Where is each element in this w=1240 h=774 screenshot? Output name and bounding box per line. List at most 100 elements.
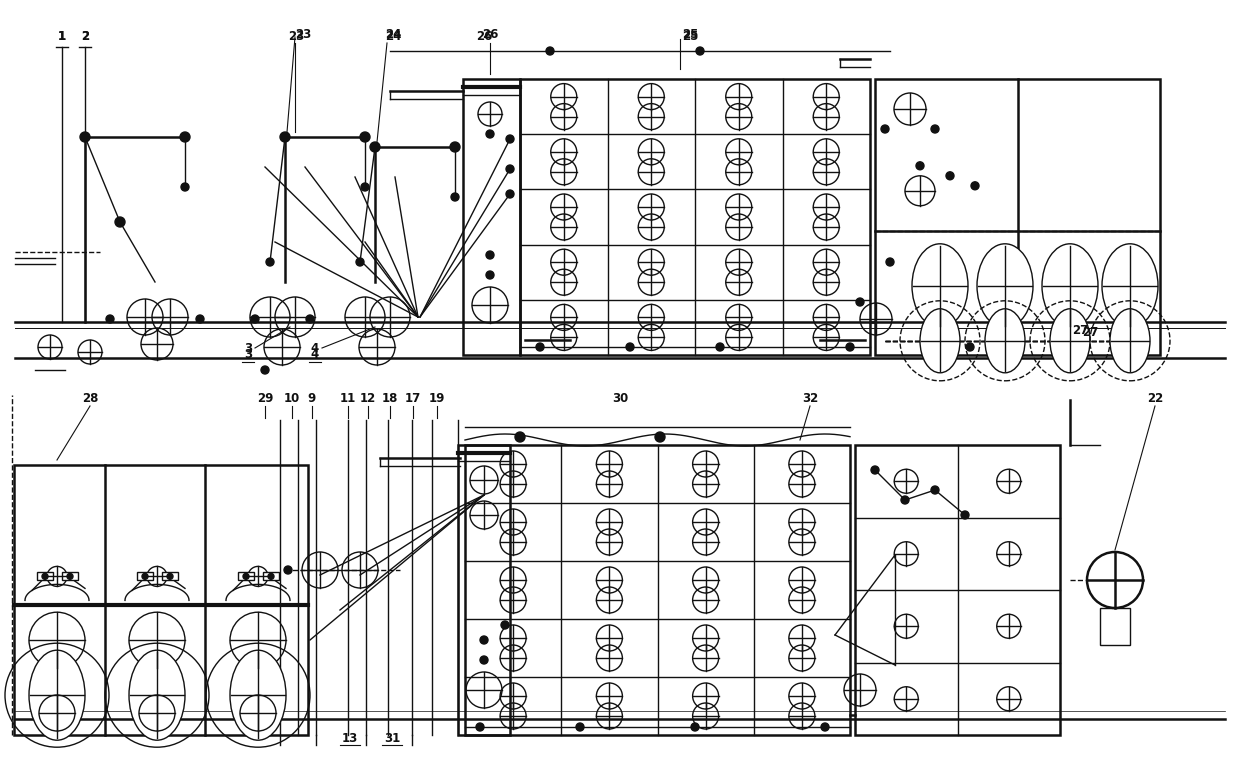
- Ellipse shape: [1050, 309, 1090, 373]
- Circle shape: [143, 574, 148, 580]
- Bar: [520, 79, 870, 355]
- Bar: [463, 79, 520, 355]
- Circle shape: [280, 132, 290, 142]
- Circle shape: [167, 574, 174, 580]
- Ellipse shape: [920, 309, 960, 373]
- Circle shape: [181, 183, 188, 191]
- Text: 9: 9: [308, 392, 316, 405]
- Bar: [136, 573, 153, 580]
- Text: 3: 3: [244, 348, 252, 361]
- Circle shape: [250, 315, 259, 323]
- Text: 19: 19: [429, 392, 445, 405]
- Circle shape: [655, 432, 665, 442]
- Circle shape: [370, 142, 379, 152]
- Circle shape: [451, 193, 459, 201]
- Text: 2: 2: [81, 30, 89, 43]
- Bar: [856, 445, 1060, 735]
- Circle shape: [501, 621, 508, 629]
- Ellipse shape: [1042, 244, 1097, 328]
- Circle shape: [284, 566, 291, 574]
- Circle shape: [931, 125, 939, 133]
- Text: 23: 23: [295, 29, 311, 42]
- Circle shape: [306, 315, 314, 323]
- Text: 26: 26: [476, 29, 492, 43]
- Bar: [1100, 608, 1130, 645]
- Bar: [458, 445, 510, 735]
- Circle shape: [476, 723, 484, 731]
- Bar: [14, 465, 308, 735]
- Text: 10: 10: [284, 392, 300, 405]
- Circle shape: [480, 636, 489, 644]
- Text: 25: 25: [682, 29, 698, 43]
- Circle shape: [856, 298, 864, 306]
- Circle shape: [180, 132, 190, 142]
- Circle shape: [696, 47, 704, 55]
- Circle shape: [360, 132, 370, 142]
- Circle shape: [577, 723, 584, 731]
- Text: 22: 22: [1147, 392, 1163, 405]
- Text: 32: 32: [802, 392, 818, 405]
- Text: 13: 13: [342, 731, 358, 745]
- Circle shape: [626, 343, 634, 351]
- Text: 4: 4: [311, 348, 319, 361]
- Text: 3: 3: [244, 341, 252, 354]
- Text: 1: 1: [58, 30, 66, 43]
- Text: 26: 26: [482, 29, 498, 42]
- Text: 27: 27: [1081, 326, 1099, 338]
- Circle shape: [356, 258, 365, 266]
- Circle shape: [260, 366, 269, 374]
- Bar: [62, 573, 78, 580]
- Circle shape: [821, 723, 830, 731]
- Circle shape: [901, 496, 909, 504]
- Circle shape: [506, 165, 515, 173]
- Circle shape: [880, 125, 889, 133]
- Circle shape: [486, 130, 494, 138]
- Text: 25: 25: [682, 29, 698, 42]
- Circle shape: [196, 315, 205, 323]
- Text: 4: 4: [311, 341, 319, 354]
- Text: 28: 28: [82, 392, 98, 405]
- Circle shape: [931, 486, 939, 494]
- Bar: [238, 573, 254, 580]
- Ellipse shape: [29, 650, 86, 740]
- Text: 18: 18: [382, 392, 398, 405]
- Text: 11: 11: [340, 392, 356, 405]
- Bar: [162, 573, 179, 580]
- Ellipse shape: [985, 309, 1025, 373]
- Circle shape: [961, 511, 968, 519]
- Circle shape: [67, 574, 73, 580]
- Circle shape: [105, 315, 114, 323]
- Circle shape: [267, 258, 274, 266]
- Circle shape: [546, 47, 554, 55]
- Bar: [263, 573, 279, 580]
- Circle shape: [268, 574, 274, 580]
- Ellipse shape: [1102, 244, 1158, 328]
- Ellipse shape: [977, 244, 1033, 328]
- Text: 24: 24: [384, 29, 402, 42]
- Circle shape: [42, 574, 48, 580]
- Bar: [37, 573, 53, 580]
- Text: 27: 27: [1071, 324, 1089, 337]
- Circle shape: [916, 162, 924, 170]
- Text: 31: 31: [384, 731, 401, 745]
- Circle shape: [515, 432, 525, 442]
- Circle shape: [715, 343, 724, 351]
- Text: 24: 24: [384, 29, 402, 43]
- Ellipse shape: [1110, 309, 1149, 373]
- Circle shape: [81, 132, 91, 142]
- Text: 12: 12: [360, 392, 376, 405]
- Circle shape: [506, 135, 515, 143]
- Ellipse shape: [129, 650, 185, 740]
- Circle shape: [361, 183, 370, 191]
- Bar: [465, 445, 849, 735]
- Text: 23: 23: [288, 29, 304, 43]
- Bar: [875, 79, 1159, 355]
- Circle shape: [536, 343, 544, 351]
- Circle shape: [870, 466, 879, 474]
- Circle shape: [243, 574, 249, 580]
- Circle shape: [486, 251, 494, 259]
- Circle shape: [506, 190, 515, 198]
- Circle shape: [971, 182, 980, 190]
- Circle shape: [480, 656, 489, 664]
- Circle shape: [691, 723, 699, 731]
